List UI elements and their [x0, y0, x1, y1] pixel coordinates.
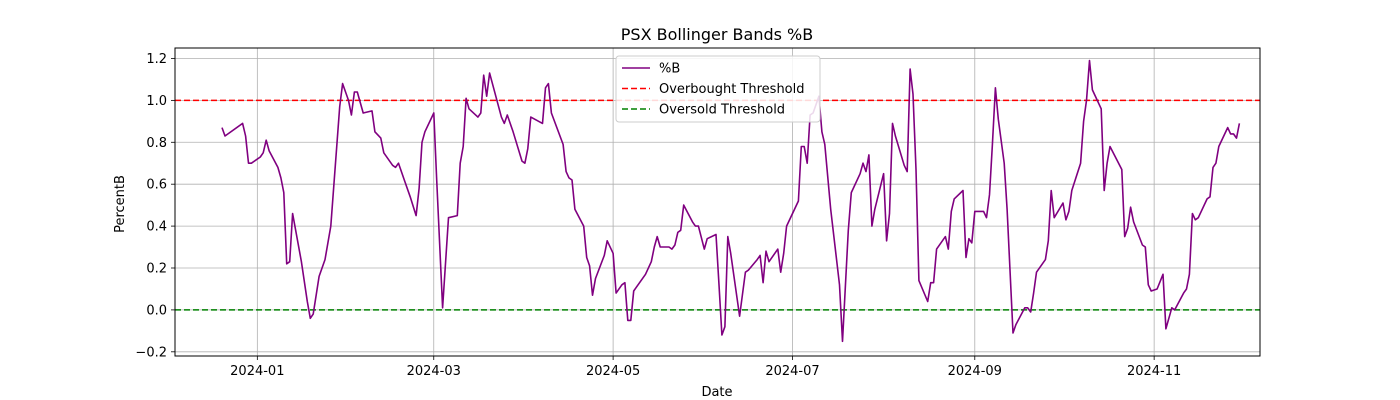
legend-box [615, 55, 821, 123]
percent-b-line [221, 59, 1241, 343]
y-tick-label: 0.2 [146, 262, 167, 277]
x-tick-label: 2024-09 [948, 364, 1002, 379]
plot-frame [174, 47, 1261, 357]
y-axis-label: PercentB [113, 175, 128, 233]
chart-title: PSX Bollinger Bands %B [621, 25, 813, 44]
legend-label: Oversold Threshold [659, 103, 785, 118]
y-axis: −0.2 0.0 0.2 0.4 0.6 0.8 1.0 1.2 [135, 52, 175, 360]
y-tick-label: 0.8 [146, 136, 167, 151]
x-tick-label: 2024-07 [765, 364, 819, 379]
x-tick-label: 2024-01 [230, 364, 284, 379]
x-tick-label: 2024-11 [1127, 364, 1181, 379]
legend-label: %B [659, 62, 680, 77]
y-tick-label: 0.0 [146, 303, 167, 318]
x-axis: 2024-01 2024-03 2024-05 2024-07 2024-09 2024-… [230, 356, 1181, 379]
legend-label: Overbought Threshold [659, 82, 805, 97]
x-axis-label: Date [701, 385, 732, 400]
x-tick-label: 2024-03 [407, 364, 461, 379]
y-tick-label: 0.6 [146, 178, 167, 193]
x-tick-label: 2024-05 [586, 364, 640, 379]
y-tick-label: 0.4 [146, 220, 167, 235]
legend: %B Overbought Threshold Oversold Threshold [615, 55, 821, 123]
y-tick-label: −0.2 [135, 345, 167, 360]
y-tick-label: 1.0 [146, 94, 167, 109]
y-tick-label: 1.2 [146, 52, 167, 67]
series-line-group [221, 59, 1241, 343]
